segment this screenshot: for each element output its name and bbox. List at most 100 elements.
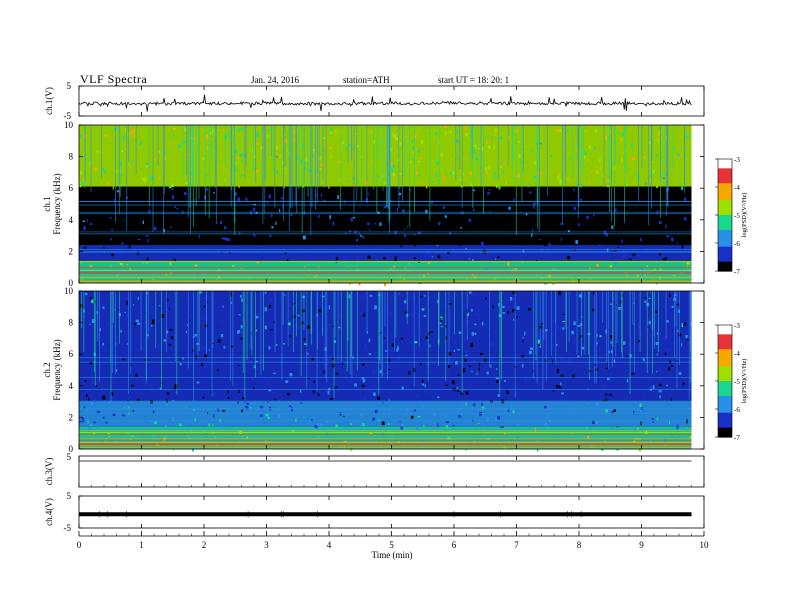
- spectrogram-ch1-cell: [488, 165, 491, 170]
- spectrogram-ch2-cell: [338, 326, 341, 329]
- spectrogram-ch2-cell: [686, 427, 688, 429]
- spectrogram-ch2-cell: [181, 357, 184, 360]
- spectrogram-ch2-cell: [85, 409, 88, 412]
- colorbar-ch1-cell: [718, 203, 732, 207]
- colorbar-ch1-cell: [718, 239, 732, 242]
- spectrogram-ch1-cell: [142, 220, 144, 225]
- spectrogram-ch1-cell: [602, 175, 605, 178]
- spectrogram-ch1-cell: [621, 239, 623, 243]
- spectrogram-ch2-cell: [493, 331, 496, 333]
- spectrogram-ch1-cell: [438, 141, 440, 144]
- spectrogram-ch1-cell: [567, 177, 569, 181]
- spectrogram-ch1-cell: [330, 131, 332, 135]
- spectrogram-ch2-cell: [289, 335, 291, 337]
- spectrogram-ch2-cell: [528, 350, 532, 354]
- spectrogram-ch2-cell: [596, 342, 598, 345]
- spectrogram-ch1-cell: [616, 125, 619, 128]
- spectrogram-ch2-cell: [364, 344, 367, 349]
- colorbar-ch2-cell: [718, 386, 732, 390]
- colorbar-ch2-cell: [718, 343, 732, 347]
- spectrogram-ch1-cell: [533, 175, 537, 178]
- spectrogram-ch1-cell: [296, 239, 298, 243]
- spectrogram-ch2-cell: [417, 386, 420, 389]
- spectrogram-ch2-cell: [348, 294, 351, 299]
- spectrogram-ch1-cell: [266, 201, 269, 204]
- spectrogram-ch1-cell: [345, 180, 349, 182]
- spectrogram-ch1-cell: [221, 237, 225, 240]
- spectrogram-ch1-cell: [357, 160, 359, 162]
- spectrogram-ch2-cell: [646, 302, 650, 307]
- spectrogram-ch1-cell: [170, 272, 173, 275]
- spectrogram-ch1-cell: [282, 205, 284, 209]
- spectrogram-ch1-cell: [332, 221, 335, 226]
- spectrogram-ch1-cell: [83, 226, 86, 231]
- spectrogram-ch2-ytick-label: 10: [64, 286, 74, 296]
- spectrogram-ch2-cell: [362, 363, 365, 366]
- spectrogram-ch2-cell: [686, 339, 689, 341]
- spectrogram-ch2-cell: [350, 448, 353, 452]
- spectrogram-ch2-cell: [593, 291, 596, 296]
- spectrogram-ch2-cell: [245, 405, 249, 410]
- spectrogram-ch1-cell: [304, 190, 307, 193]
- spectrogram-ch2-cell: [559, 385, 561, 389]
- spectrogram-ch2-cell: [213, 393, 217, 397]
- spectrogram-ch2-cell: [597, 375, 599, 378]
- spectrogram-ch1-cell: [320, 192, 323, 197]
- spectrogram-ch1-cell: [395, 255, 397, 260]
- spectrogram-ch1-cell: [505, 182, 507, 186]
- spectrogram-ch2-cell: [437, 423, 439, 428]
- spectrogram-ch2-cell: [462, 368, 466, 373]
- spectrogram-ch2-cell: [293, 339, 296, 342]
- spectrogram-ch1-cell: [431, 181, 435, 183]
- spectrogram-ch1-cell: [414, 244, 416, 247]
- spectrogram-ch2-cell: [373, 392, 376, 396]
- spectrogram-ch2-cell: [165, 425, 167, 428]
- spectrogram-ch1-cell: [79, 185, 82, 188]
- spectrogram-ch2-cell: [473, 403, 476, 407]
- spectrogram-ch2-cell: [374, 351, 378, 354]
- spectrogram-ch1-cell: [464, 126, 467, 131]
- spectrogram-ch1-cell: [406, 222, 409, 226]
- spectrogram-ch1-ytick-label: 10: [64, 120, 74, 130]
- spectrogram-ch2-cell: [474, 323, 477, 326]
- spectrogram-ch1-cell: [379, 222, 382, 226]
- spectrogram-ch2-cell: [115, 343, 118, 347]
- spectrogram-ch1-cell: [563, 239, 566, 243]
- spectrogram-ch1-cell: [104, 170, 106, 172]
- spectrogram-ch2-cell: [592, 308, 595, 312]
- spectrogram-ch2-cell: [91, 299, 94, 304]
- spectrogram-ch2-ytick-label: 8: [69, 318, 74, 328]
- colorbar-ch2-cell: [718, 373, 732, 376]
- spectrogram-ch2-cell: [267, 416, 270, 419]
- spectrogram-ch2-cell: [137, 296, 139, 301]
- spectrogram-ch1-cell: [646, 225, 649, 228]
- spectrogram-ch2-cell: [202, 396, 205, 399]
- spectrogram-ch1-cell: [325, 224, 328, 228]
- spectrogram-ch1-cell: [232, 265, 235, 267]
- spectrogram-ch2-cell: [577, 325, 581, 327]
- spectrogram-ch1-cell: [551, 170, 553, 172]
- spectrogram-ch1-cell: [567, 255, 571, 260]
- colorbar-ch1-cell: [718, 269, 732, 272]
- spectrogram-ch1-cell: [584, 130, 587, 133]
- spectrogram-ch1-cell: [628, 139, 631, 141]
- spectrogram-ch2-cell: [379, 370, 382, 374]
- colorbar-ch2-tick-label: -6: [734, 406, 740, 414]
- spectrogram-ch2-cell: [448, 351, 452, 356]
- spectrogram-ch1-cell: [657, 140, 659, 144]
- spectrogram-ch2-cell: [253, 401, 255, 405]
- spectrogram-ch2-cell: [143, 444, 146, 447]
- spectrogram-ch1-cell: [657, 133, 660, 136]
- colorbar-ch2-cell: [718, 367, 732, 371]
- spectrogram-ch2-cell: [536, 448, 539, 452]
- spectrogram-ch2-cell: [652, 332, 655, 336]
- colorbar-ch1-cell: [718, 222, 732, 225]
- spectrogram-ch1-cell: [687, 225, 691, 230]
- spectrogram-ch1-cell: [684, 197, 687, 202]
- spectrogram-ch1-cell: [330, 127, 333, 131]
- spectrogram-ch1-cell: [300, 159, 302, 163]
- spectrogram-ch1-cell: [237, 197, 241, 202]
- spectrogram-ch2-cell: [562, 366, 564, 368]
- spectrogram-ch2-cell: [249, 406, 252, 410]
- spectrogram-ch2-cell: [96, 310, 99, 315]
